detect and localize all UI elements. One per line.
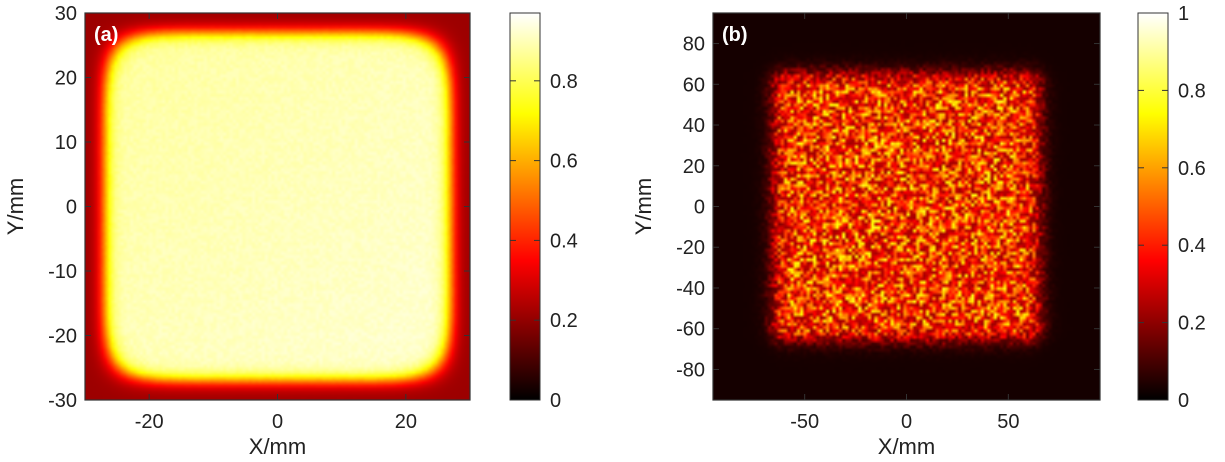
x-tick-label: -50	[790, 411, 819, 433]
panel-a: (a) -20 0 20 -30 -20 -10 0 10 20 30 X/mm Y/mm 0 0.2 0.4…	[3, 3, 578, 459]
y-tick-label: -10	[48, 261, 77, 283]
y-tick-label: 30	[55, 3, 77, 25]
y-tick-label: 40	[683, 115, 705, 137]
x-axis-label: X/mm	[249, 434, 306, 459]
y-tick-label: -60	[676, 319, 705, 341]
panel-label: (a)	[94, 24, 118, 46]
y-tick-label: -80	[676, 359, 705, 381]
colorbar	[509, 12, 541, 401]
x-axis-label: X/mm	[878, 434, 935, 459]
x-tick-label: 0	[901, 411, 912, 433]
y-tick-label: 60	[683, 74, 705, 96]
y-tick-label: 10	[55, 132, 77, 154]
heatmap-image	[713, 13, 1100, 400]
colorbar-tick-label: 0.2	[550, 310, 578, 332]
colorbar-tick-label: 0.6	[1178, 158, 1206, 180]
colorbar-tick-label: 0.4	[1178, 235, 1206, 257]
colorbar-tick-label: 0.8	[550, 71, 578, 93]
heatmap-image	[85, 13, 470, 400]
colorbar-tick-label: 0	[1178, 390, 1189, 412]
y-tick-label: -20	[48, 326, 77, 348]
x-tick-label: 50	[997, 411, 1019, 433]
x-tick-label: -20	[135, 411, 164, 433]
colorbar-tick-label: 0.6	[550, 151, 578, 173]
y-axis-label: Y/mm	[631, 178, 656, 235]
panel-label: (b)	[722, 24, 748, 46]
y-tick-label: -20	[676, 237, 705, 259]
x-tick-label: 0	[272, 411, 283, 433]
colorbar-tick-label: 0.4	[550, 230, 578, 252]
y-tick-label: -40	[676, 278, 705, 300]
x-tick-label: 20	[395, 411, 417, 433]
y-tick-label: 0	[694, 197, 705, 219]
colorbar	[1137, 12, 1169, 401]
colorbar-tick-label: 0.2	[1178, 313, 1206, 335]
y-tick-label: 0	[66, 197, 77, 219]
y-tick-label: 80	[683, 34, 705, 56]
colorbar-tick-label: 0	[550, 390, 561, 412]
y-tick-label: 20	[683, 156, 705, 178]
y-tick-label: -30	[48, 390, 77, 412]
colorbar-tick-label: 0.8	[1178, 80, 1206, 102]
panel-b: (b) -50 0 50 -80 -60 -40 -20 0 20 40 60 80 X/mm Y/mm 0 0…	[631, 3, 1206, 459]
colorbar-tick-label: 1	[1178, 3, 1189, 25]
y-tick-label: 20	[55, 68, 77, 90]
y-axis-label: Y/mm	[3, 178, 28, 235]
